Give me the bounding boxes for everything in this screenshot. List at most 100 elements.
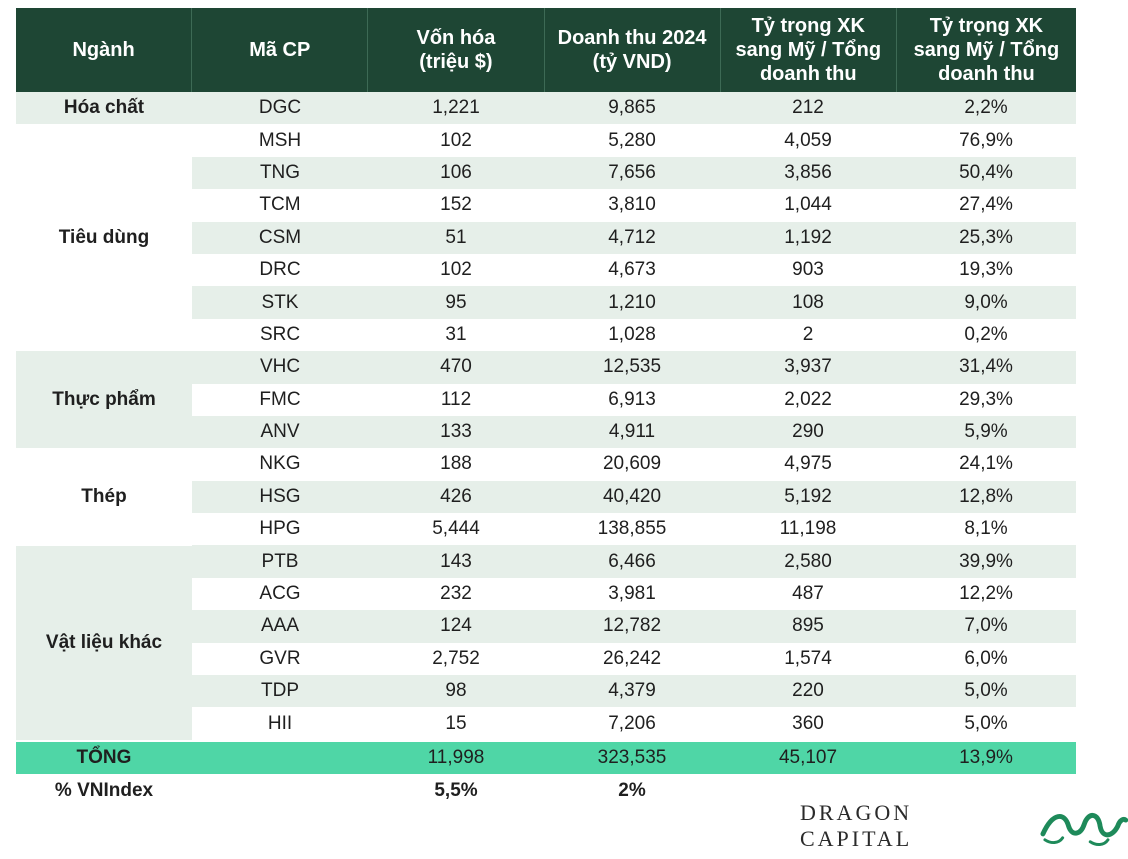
xk-cell: 2,580 [720, 545, 896, 578]
table-row: DGC 1,221 9,865 212 2,2% [16, 92, 1076, 125]
table-row: TNG 106 7,656 3,856 50,4% [16, 156, 1076, 190]
ma-cp-cell: AAA [192, 610, 368, 643]
ty-trong-cell: 9,0% [896, 286, 1076, 319]
xk-cell: 360 [792, 712, 824, 734]
von-hoa-cell: 143 [368, 545, 544, 578]
ty-trong-cell: 25,3% [896, 221, 1076, 254]
ma-cp-cell: HII [267, 712, 293, 734]
ty-trong-cell: 6,0% [964, 647, 1008, 669]
group-tieu-dung: Tiêu dùng [16, 124, 192, 352]
ty-trong-cell: 39,9% [896, 545, 1076, 578]
doanh-thu-cell: 1,210 [544, 286, 720, 319]
table-row: FMC 112 6,913 2,022 29,3% [16, 384, 1076, 416]
header-ty-trong-1: Tỷ trọng XK sang Mỹ / Tổng doanh thu [721, 8, 897, 92]
von-hoa-cell: 15 [445, 712, 467, 734]
table-row: GVR 2,752 26,242 1,574 6,0% [16, 643, 1076, 675]
von-hoa-cell: 5,444 [432, 518, 480, 540]
von-hoa-cell: 102 [440, 129, 472, 151]
table-row: HII 15 7,206 360 5,0% [16, 707, 1076, 739]
data-table: Ngành Mã CP Vốn hóa (triệu $) Doanh thu 2… [16, 8, 1076, 808]
ty-trong-cell: 29,3% [959, 388, 1013, 410]
von-hoa-cell: 95 [368, 286, 544, 319]
header-von-hoa: Vốn hóa (triệu $) [368, 8, 545, 92]
von-hoa-cell: 51 [368, 221, 544, 254]
ma-cp-cell: TDP [192, 675, 368, 708]
ty-trong-cell: 5,0% [896, 675, 1076, 708]
ma-cp-cell: TNG [192, 156, 368, 190]
table-row: SRC 31 1,028 2 0,2% [16, 319, 1076, 351]
vnindex-doanh-thu: 2% [618, 780, 646, 801]
ma-cp-cell: FMC [259, 388, 301, 410]
doanh-thu-cell: 12,535 [544, 351, 720, 384]
ma-cp-cell: CSM [192, 221, 368, 254]
von-hoa-cell: 232 [440, 583, 472, 605]
table-row: TDP 98 4,379 220 5,0% [16, 675, 1076, 708]
doanh-thu-cell: 12,782 [544, 610, 720, 643]
group-thuc-pham: Thực phẩm [16, 351, 192, 449]
doanh-thu-cell: 26,242 [602, 647, 662, 669]
doanh-thu-cell: 4,712 [544, 221, 720, 254]
ma-cp-cell: GVR [259, 647, 301, 669]
ma-cp-cell: PTB [192, 545, 368, 578]
von-hoa-cell: 98 [368, 675, 544, 708]
ty-trong-cell: 5,0% [964, 712, 1008, 734]
ty-trong-cell: 12,8% [896, 480, 1076, 514]
doanh-thu-cell: 6,913 [608, 388, 656, 410]
von-hoa-cell: 106 [368, 156, 544, 190]
ty-trong-cell: 8,1% [964, 518, 1008, 540]
von-hoa-cell: 133 [368, 415, 544, 449]
ty-trong-cell: 27,4% [959, 194, 1013, 216]
total-doanh-thu: 323,535 [597, 747, 667, 768]
ty-trong-cell: 0,2% [964, 323, 1008, 345]
ma-cp-cell: STK [192, 286, 368, 319]
xk-cell: 895 [720, 610, 896, 643]
header-ty-trong-2: Tỷ trọng XK sang Mỹ / Tổng doanh thu [913, 15, 1060, 85]
table-row: ACG 232 3,981 487 12,2% [16, 578, 1076, 610]
doanh-thu-cell: 20,609 [602, 453, 662, 475]
ma-cp-cell: HSG [192, 480, 368, 514]
xk-cell: 487 [792, 583, 824, 605]
xk-cell: 2 [802, 323, 814, 345]
xk-cell: 2,022 [784, 388, 832, 410]
table-row: PTB 143 6,466 2,580 39,9% [16, 545, 1076, 578]
von-hoa-cell: 188 [440, 453, 472, 475]
xk-cell: 290 [720, 415, 896, 449]
ty-trong-cell: 50,4% [896, 156, 1076, 190]
table-row: MSH 102 5,280 4,059 76,9% [16, 124, 1076, 156]
ty-trong-cell: 24,1% [959, 453, 1013, 475]
doanh-thu-cell: 4,379 [544, 675, 720, 708]
table-row: HPG 5,444 138,855 11,198 8,1% [16, 513, 1076, 545]
ma-cp-cell: ACG [259, 583, 301, 605]
vnindex-von-hoa: 5,5% [434, 780, 478, 801]
total-von-hoa: 11,998 [427, 747, 485, 768]
ma-cp-cell: DRC [259, 259, 301, 281]
von-hoa-cell: 2,752 [432, 647, 480, 669]
doanh-thu-cell: 7,206 [608, 712, 656, 734]
xk-cell: 4,975 [784, 453, 832, 475]
von-hoa-cell: 112 [440, 388, 472, 410]
doanh-thu-cell: 5,280 [608, 129, 656, 151]
ty-trong-cell: 12,2% [959, 583, 1013, 605]
ma-cp-cell: HPG [259, 518, 301, 540]
von-hoa-cell: 1,221 [368, 92, 544, 125]
header-ma-cp: Mã CP [192, 8, 369, 92]
ty-trong-cell: 2,2% [896, 92, 1076, 125]
xk-cell: 220 [720, 675, 896, 708]
ty-trong-cell: 7,0% [896, 610, 1076, 643]
von-hoa-cell: 152 [440, 194, 472, 216]
von-hoa-cell: 426 [368, 480, 544, 514]
vnindex-row: % VNIndex 5,5% 2% [16, 774, 1076, 808]
table-row: HSG 426 40,420 5,192 12,8% [16, 480, 1076, 514]
doanh-thu-cell: 3,810 [608, 194, 656, 216]
group-thep: Thép [16, 448, 192, 546]
ma-cp-cell: VHC [192, 351, 368, 384]
xk-cell: 903 [792, 259, 824, 281]
table-row: NKG 188 20,609 4,975 24,1% [16, 448, 1076, 480]
doanh-thu-cell: 3,981 [608, 583, 656, 605]
dragon-capital-logo: DRAGON CAPITAL [800, 800, 1128, 852]
table-row: ANV 133 4,911 290 5,9% [16, 415, 1076, 449]
ty-trong-cell: 31,4% [896, 351, 1076, 384]
table-row: DRC 102 4,673 903 19,3% [16, 254, 1076, 286]
von-hoa-cell: 124 [368, 610, 544, 643]
xk-cell: 1,192 [720, 221, 896, 254]
